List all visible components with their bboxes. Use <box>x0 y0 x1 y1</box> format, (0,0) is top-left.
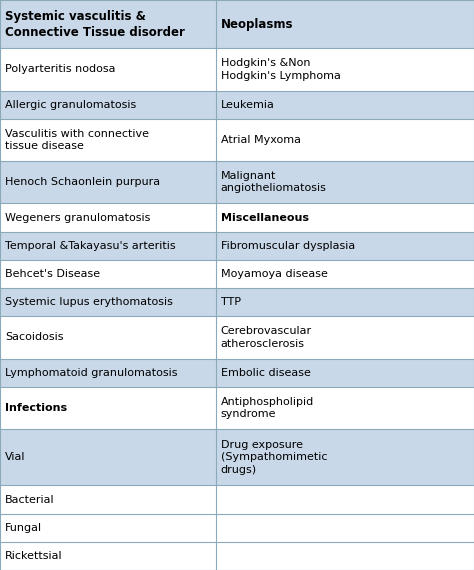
Text: Leukemia: Leukemia <box>221 100 274 110</box>
Bar <box>0 486 474 514</box>
Text: Wegeners granulomatosis: Wegeners granulomatosis <box>5 213 150 222</box>
Text: Atrial Myxoma: Atrial Myxoma <box>221 135 301 145</box>
Text: Systemic lupus erythomatosis: Systemic lupus erythomatosis <box>5 297 173 307</box>
Text: Allergic granulomatosis: Allergic granulomatosis <box>5 100 136 110</box>
Text: Behcet's Disease: Behcet's Disease <box>5 269 100 279</box>
Text: Miscellaneous: Miscellaneous <box>221 213 309 222</box>
Bar <box>0 0 474 48</box>
Bar <box>0 161 474 203</box>
Text: Antiphospholipid
syndrome: Antiphospholipid syndrome <box>221 397 314 419</box>
Text: Drug exposure
(Sympathomimetic
drugs): Drug exposure (Sympathomimetic drugs) <box>221 440 327 475</box>
Text: Moyamoya disease: Moyamoya disease <box>221 269 328 279</box>
Text: Embolic disease: Embolic disease <box>221 368 310 377</box>
Bar <box>0 386 474 429</box>
Text: Malignant
angiotheliomatosis: Malignant angiotheliomatosis <box>221 171 327 193</box>
Bar <box>0 203 474 231</box>
Bar <box>0 316 474 359</box>
Text: Vial: Vial <box>5 452 26 462</box>
Text: Fibromuscular dysplasia: Fibromuscular dysplasia <box>221 241 355 251</box>
Text: Neoplasms: Neoplasms <box>221 18 293 31</box>
Text: Lymphomatoid granulomatosis: Lymphomatoid granulomatosis <box>5 368 177 377</box>
Bar <box>0 514 474 542</box>
Text: Infections: Infections <box>5 403 67 413</box>
Bar <box>0 542 474 570</box>
Text: Polyarteritis nodosa: Polyarteritis nodosa <box>5 64 116 75</box>
Text: Vasculitis with connective
tissue disease: Vasculitis with connective tissue diseas… <box>5 129 149 151</box>
Bar <box>0 288 474 316</box>
Text: Fungal: Fungal <box>5 523 42 533</box>
Text: Systemic vasculitis &
Connective Tissue disorder: Systemic vasculitis & Connective Tissue … <box>5 10 185 39</box>
Text: Cerebrovascular
atherosclerosis: Cerebrovascular atherosclerosis <box>221 326 312 349</box>
Text: Bacterial: Bacterial <box>5 495 55 504</box>
Text: Henoch Schaonlein purpura: Henoch Schaonlein purpura <box>5 177 160 188</box>
Bar <box>0 359 474 386</box>
Bar <box>0 260 474 288</box>
Bar <box>0 91 474 119</box>
Text: Temporal &Takayasu's arteritis: Temporal &Takayasu's arteritis <box>5 241 176 251</box>
Bar <box>0 231 474 260</box>
Bar <box>0 48 474 91</box>
Bar <box>0 119 474 161</box>
Bar <box>0 429 474 486</box>
Text: TTP: TTP <box>221 297 241 307</box>
Text: Sacoidosis: Sacoidosis <box>5 332 64 343</box>
Text: Rickettsial: Rickettsial <box>5 551 63 561</box>
Text: Hodgkin's &Non
Hodgkin's Lymphoma: Hodgkin's &Non Hodgkin's Lymphoma <box>221 58 340 81</box>
